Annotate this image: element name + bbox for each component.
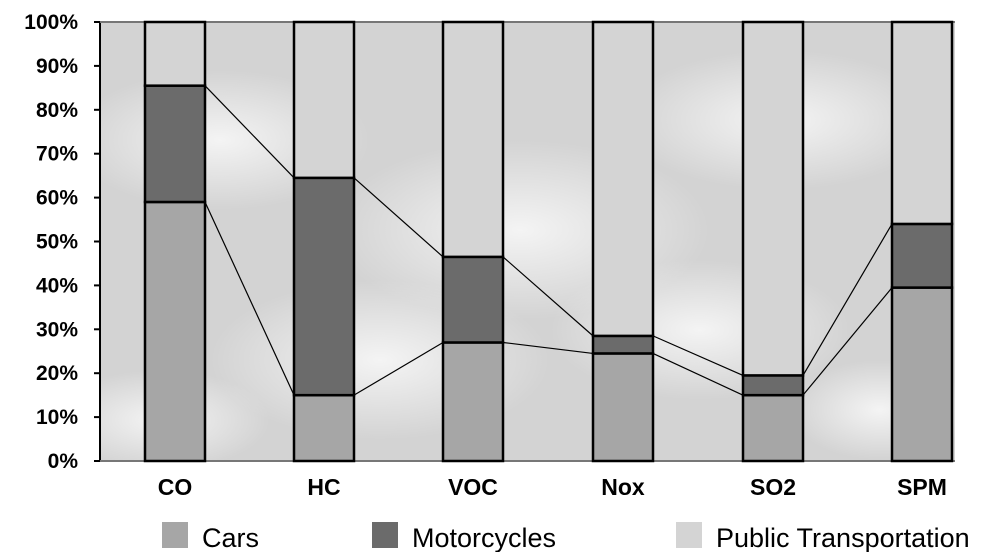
bar-segment bbox=[741, 20, 805, 377]
bar-segment bbox=[143, 84, 207, 204]
x-category-label: HC bbox=[307, 474, 340, 500]
y-tick-label: 0% bbox=[48, 450, 79, 473]
y-tick-label: 80% bbox=[36, 99, 78, 122]
legend-label: Public Transportation bbox=[716, 523, 970, 552]
y-tick-label: 70% bbox=[36, 143, 78, 166]
legend: Cars Motorcycles Public Transportation bbox=[162, 522, 970, 552]
bar-segment bbox=[292, 176, 356, 397]
legend-swatch bbox=[676, 522, 702, 548]
bar-segment bbox=[292, 393, 356, 463]
series-line bbox=[802, 287, 893, 396]
bar-segment bbox=[741, 374, 805, 397]
series-line bbox=[802, 223, 893, 376]
legend-swatch bbox=[372, 522, 398, 548]
y-tick-label: 20% bbox=[36, 362, 78, 385]
legend-label: Motorcycles bbox=[412, 523, 556, 552]
legend-swatch bbox=[162, 522, 188, 548]
series-line bbox=[652, 352, 744, 396]
y-tick-label: 60% bbox=[36, 187, 78, 210]
y-tick-label: 40% bbox=[36, 274, 78, 297]
x-category-label: CO bbox=[158, 474, 193, 500]
bar-segment bbox=[591, 20, 655, 338]
series-line bbox=[502, 341, 594, 355]
bar-segment bbox=[591, 334, 655, 355]
bar-segment bbox=[591, 352, 655, 463]
x-category-label: VOC bbox=[448, 474, 498, 500]
y-tick-label: 30% bbox=[36, 318, 78, 341]
bar-segment bbox=[741, 393, 805, 463]
bar-segment bbox=[292, 20, 356, 180]
series-lines-group bbox=[204, 85, 893, 396]
series-line bbox=[353, 341, 444, 396]
x-category-label: SPM bbox=[897, 474, 947, 500]
bar-segment bbox=[441, 255, 505, 344]
x-category-label: Nox bbox=[601, 474, 645, 500]
series-line bbox=[652, 335, 744, 376]
y-tick-label: 100% bbox=[24, 11, 78, 34]
bar-segment bbox=[143, 20, 207, 87]
y-axis: 0% 10% 20% 30% 40% 50% 60% 70% 80% 90% 100% bbox=[24, 11, 955, 473]
series-line bbox=[502, 256, 594, 337]
y-tick-label: 90% bbox=[36, 55, 78, 78]
bar-segment bbox=[441, 341, 505, 463]
series-line bbox=[204, 85, 295, 179]
bars-group bbox=[143, 20, 954, 463]
y-tick-label: 50% bbox=[36, 231, 78, 254]
y-tick-label: 10% bbox=[36, 406, 78, 429]
bar-segment bbox=[890, 222, 954, 289]
series-line bbox=[353, 177, 444, 258]
x-axis-labels: CO HC VOC Nox SO2 SPM bbox=[158, 474, 947, 500]
bar-segment bbox=[441, 20, 505, 259]
bar-segment bbox=[143, 200, 207, 463]
bar-segment bbox=[890, 286, 954, 463]
x-category-label: SO2 bbox=[750, 474, 796, 500]
series-line bbox=[204, 201, 295, 396]
legend-label: Cars bbox=[202, 523, 259, 552]
bar-segment bbox=[890, 20, 954, 226]
